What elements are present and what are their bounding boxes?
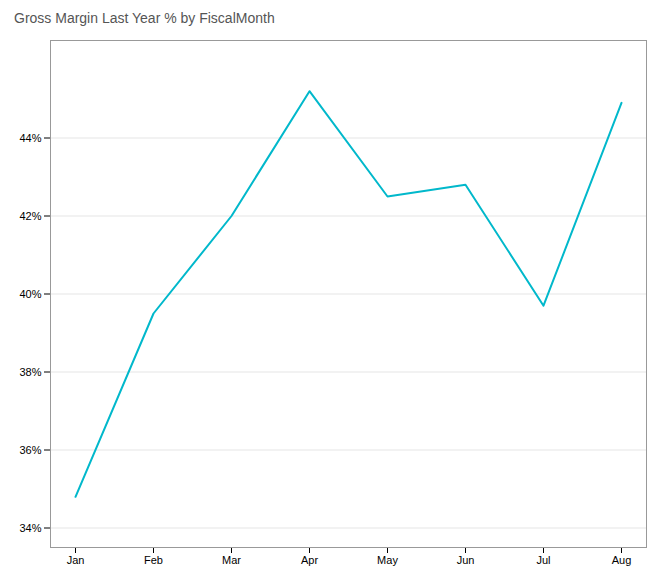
- html-text:Gross Margin Last Year % by Fi: Gross Margin Last Year % by FiscalMonth: [14, 10, 275, 26]
- svg-text:May: May: [377, 554, 398, 566]
- svg-text:Jul: Jul: [536, 554, 550, 566]
- svg-text:Jun: Jun: [457, 554, 475, 566]
- svg-text:44%: 44%: [19, 132, 41, 144]
- svg-text:Apr: Apr: [301, 554, 318, 566]
- svg-text:34%: 34%: [19, 522, 41, 534]
- svg-text:40%: 40%: [19, 288, 41, 300]
- svg-text:42%: 42%: [19, 210, 41, 222]
- svg-text:Jan: Jan: [67, 554, 85, 566]
- svg-text:Mar: Mar: [222, 554, 241, 566]
- svg-text:36%: 36%: [19, 444, 41, 456]
- svg-text:38%: 38%: [19, 366, 41, 378]
- svg-text:Aug: Aug: [612, 554, 632, 566]
- svg-text:Feb: Feb: [144, 554, 163, 566]
